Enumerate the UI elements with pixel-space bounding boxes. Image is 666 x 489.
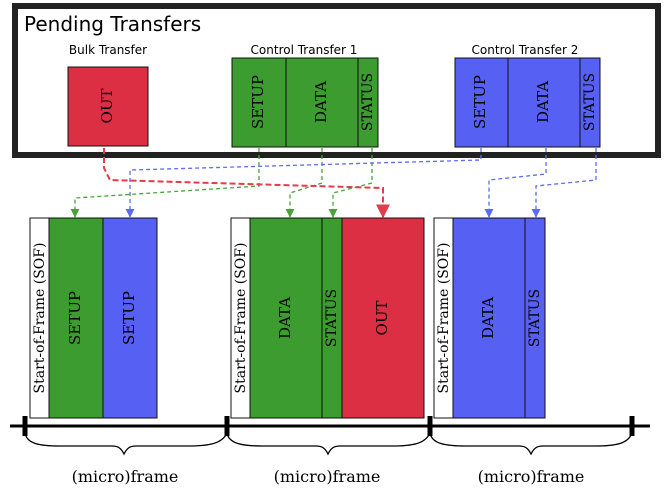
frame2-out-packet: [341, 217, 425, 419]
frame3-sof-label: Start-of-Frame (SOF): [436, 243, 452, 394]
control1-data-label: DATA: [312, 81, 330, 123]
frame3-data-packet: [452, 217, 526, 419]
frame-label-3: (micro)frame: [478, 467, 585, 486]
control2-setup-packet: [454, 57, 509, 148]
control2-status-label: STATUS: [582, 73, 598, 131]
control2-setup-label: SETUP: [471, 75, 489, 129]
frame3-status-packet: [524, 217, 546, 419]
link-c2-data-to-frame3: [484, 148, 547, 218]
frame2-status-label: STATUS: [324, 289, 340, 347]
control-transfer-2-label: Control Transfer 2: [472, 43, 579, 57]
control2-data-packet: [507, 57, 581, 148]
control2-data-label: DATA: [534, 81, 552, 123]
link-c1-setup-to-frame1: [70, 148, 260, 218]
frame1-sof-label: Start-of-Frame (SOF): [32, 243, 48, 394]
scheduling-links: [70, 148, 597, 218]
frame2-data-label: DATA: [276, 297, 294, 339]
link-c2-status-to-frame3: [531, 148, 597, 218]
frame-brace-1: [24, 432, 228, 456]
frame2-sof-label: Start-of-Frame (SOF): [233, 243, 249, 394]
frame-brace-2: [226, 432, 431, 456]
control-transfer-1-label: Control Transfer 1: [251, 43, 358, 57]
frame-brace-3: [429, 432, 633, 456]
control2-status-packet: [579, 57, 601, 148]
frame-2: Start-of-Frame (SOF) DATA STATUS OUT: [230, 217, 425, 419]
link-c2-setup-to-frame1: [125, 148, 482, 218]
control1-status-label: STATUS: [360, 73, 376, 131]
bulk-transfer-label: Bulk Transfer: [69, 43, 147, 57]
control1-status-packet: [357, 57, 379, 148]
bulk-out-packet: [67, 66, 149, 147]
frame3-status-label: STATUS: [527, 289, 543, 347]
control1-setup-packet: [231, 57, 287, 148]
frame3-data-label: DATA: [479, 297, 497, 339]
link-c1-data-to-frame2: [285, 148, 323, 218]
frame1-setup-label-2: SETUP: [120, 291, 138, 345]
frame-3: Start-of-Frame (SOF) DATA STATUS: [433, 217, 546, 419]
frame-label-1: (micro)frame: [72, 467, 179, 486]
bulk-out-label: OUT: [98, 89, 116, 124]
pending-transfers-title: Pending Transfers: [24, 12, 201, 36]
frame-1: Start-of-Frame (SOF) SETUP SETUP: [29, 217, 158, 419]
frame-label-2: (micro)frame: [274, 467, 381, 486]
frame1-setup-packet-2: [102, 217, 158, 419]
link-c1-status-to-frame2: [328, 148, 373, 218]
frame2-out-label: OUT: [373, 301, 391, 336]
control1-data-packet: [285, 57, 359, 148]
control1-setup-label: SETUP: [249, 75, 267, 129]
link-bulk-out-to-frame2: [103, 148, 390, 219]
frame1-setup-label-1: SETUP: [66, 291, 84, 345]
